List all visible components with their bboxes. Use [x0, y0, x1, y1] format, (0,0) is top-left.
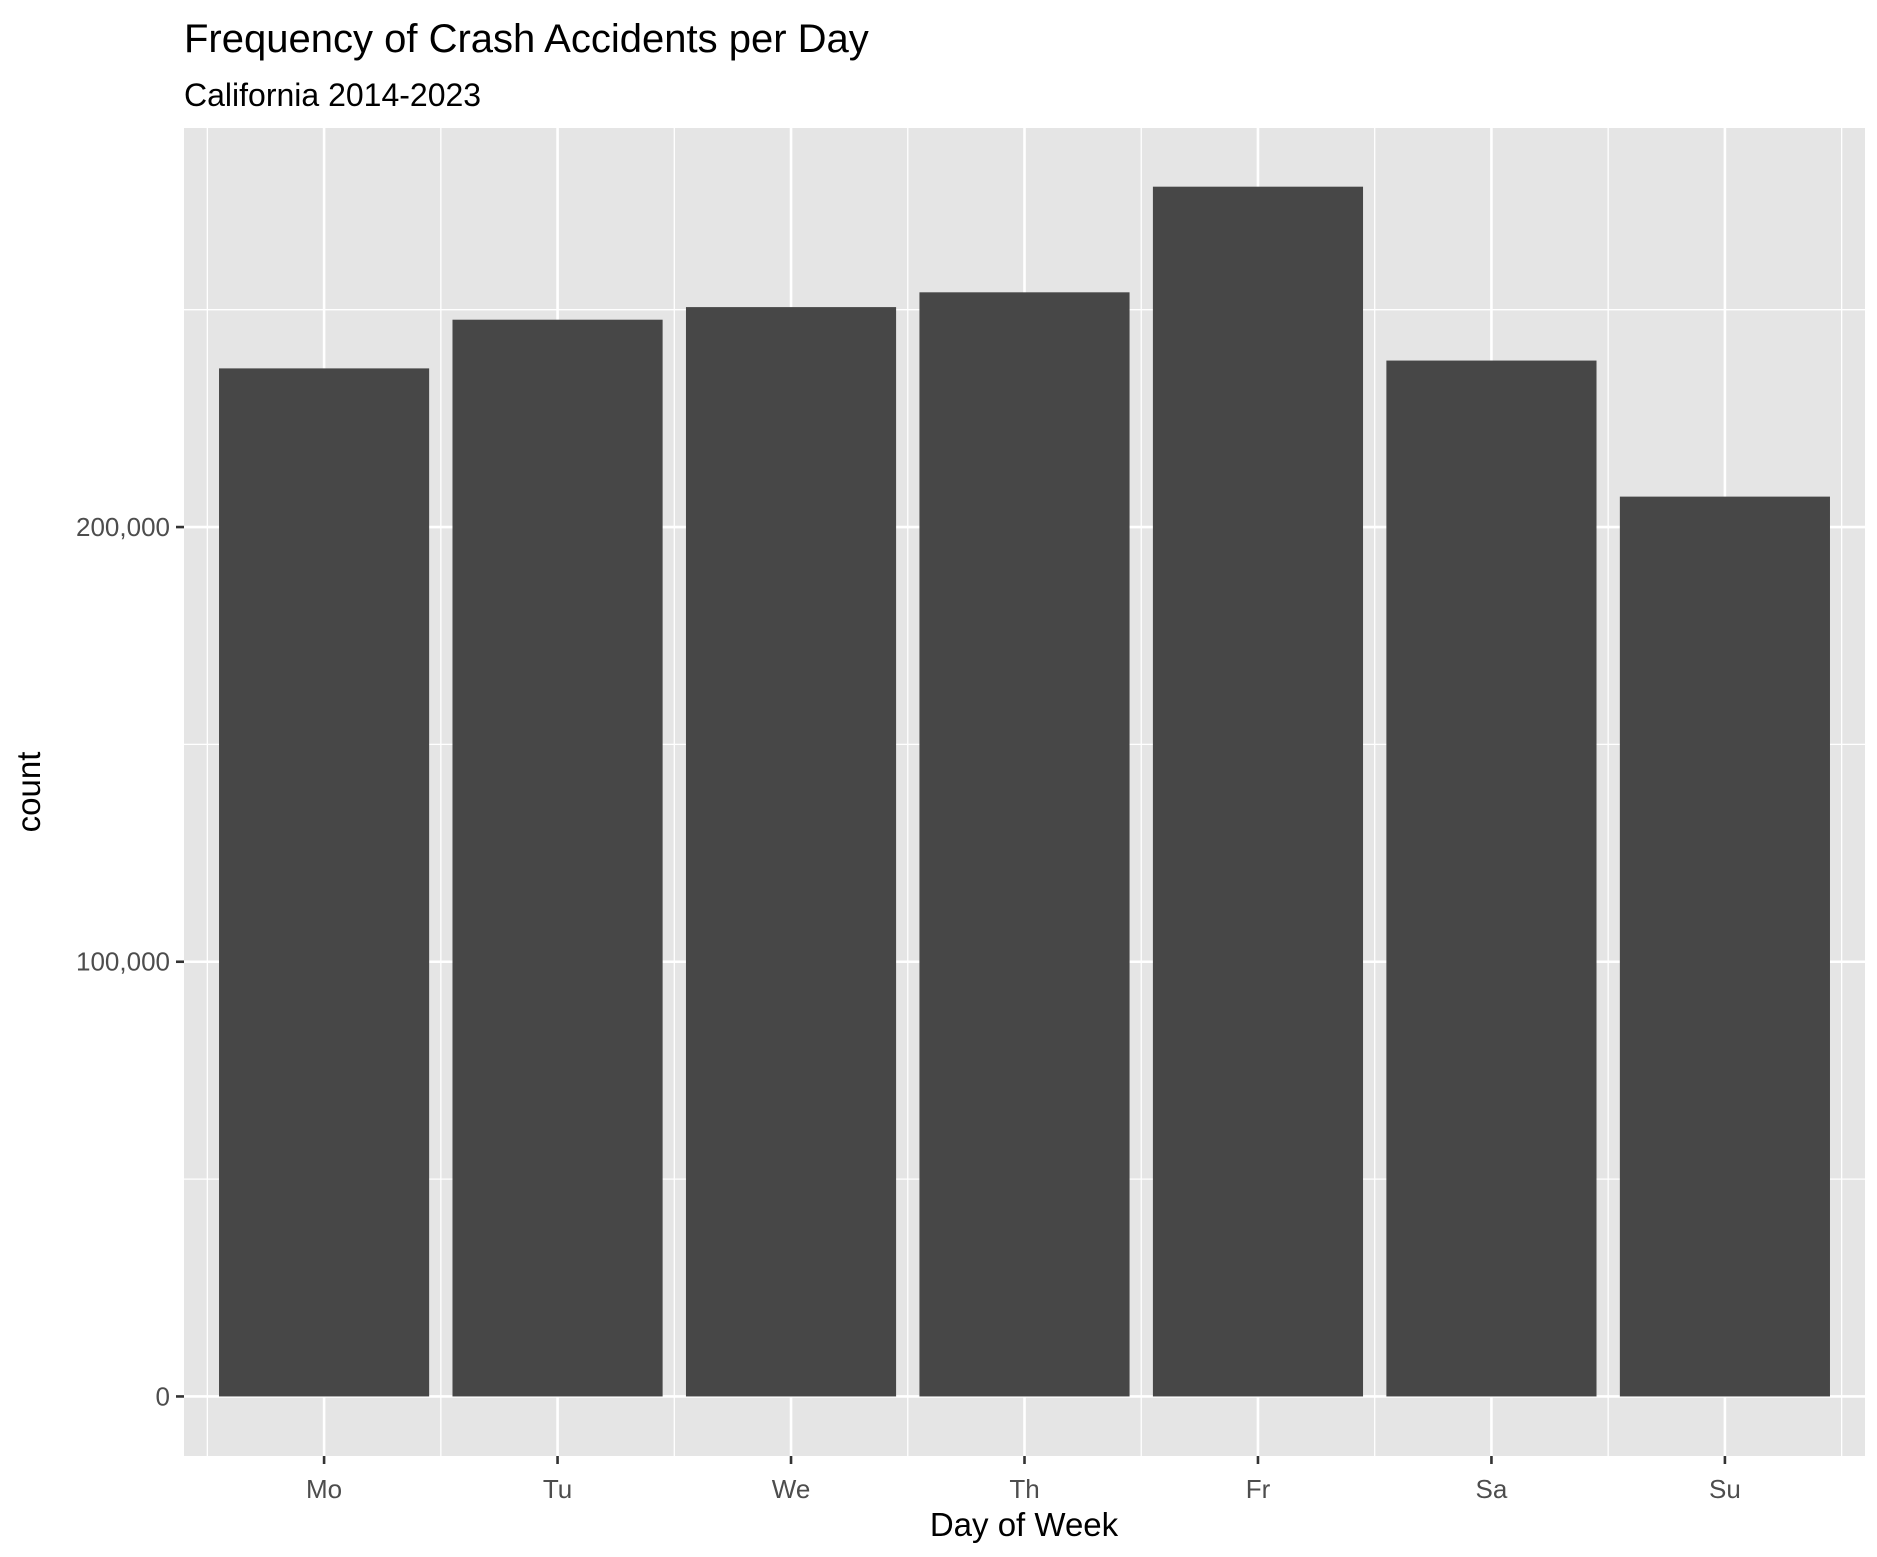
chart-title: Frequency of Crash Accidents per Day — [184, 17, 869, 61]
bar-we — [685, 307, 897, 1397]
y-tick-label: 0 — [156, 1381, 170, 1411]
y-tick-label: 100,000 — [76, 947, 170, 977]
bar-tu — [452, 319, 663, 1397]
bar-su — [1619, 496, 1830, 1397]
x-tick-label: Sa — [1476, 1474, 1508, 1504]
bars-group — [219, 186, 1830, 1397]
x-axis: Mo Tu We Th Fr Sa Su — [306, 1456, 1741, 1504]
x-axis-title: Day of Week — [930, 1506, 1119, 1543]
bar-sa — [1386, 360, 1597, 1397]
x-tick-label: Fr — [1246, 1474, 1271, 1504]
y-axis: 0 100,000 200,000 — [76, 512, 184, 1411]
y-tick-label: 200,000 — [76, 512, 170, 542]
x-tick-label: Mo — [306, 1474, 342, 1504]
bar-fr — [1152, 186, 1364, 1397]
chart-subtitle: California 2014-2023 — [184, 77, 481, 113]
bar-mo — [219, 368, 430, 1397]
x-tick-label: Tu — [543, 1474, 572, 1504]
x-tick-label: Su — [1709, 1474, 1741, 1504]
bar-th — [919, 292, 1130, 1397]
y-axis-title: count — [10, 752, 47, 833]
x-tick-label: We — [772, 1474, 811, 1504]
x-tick-label: Th — [1009, 1474, 1039, 1504]
